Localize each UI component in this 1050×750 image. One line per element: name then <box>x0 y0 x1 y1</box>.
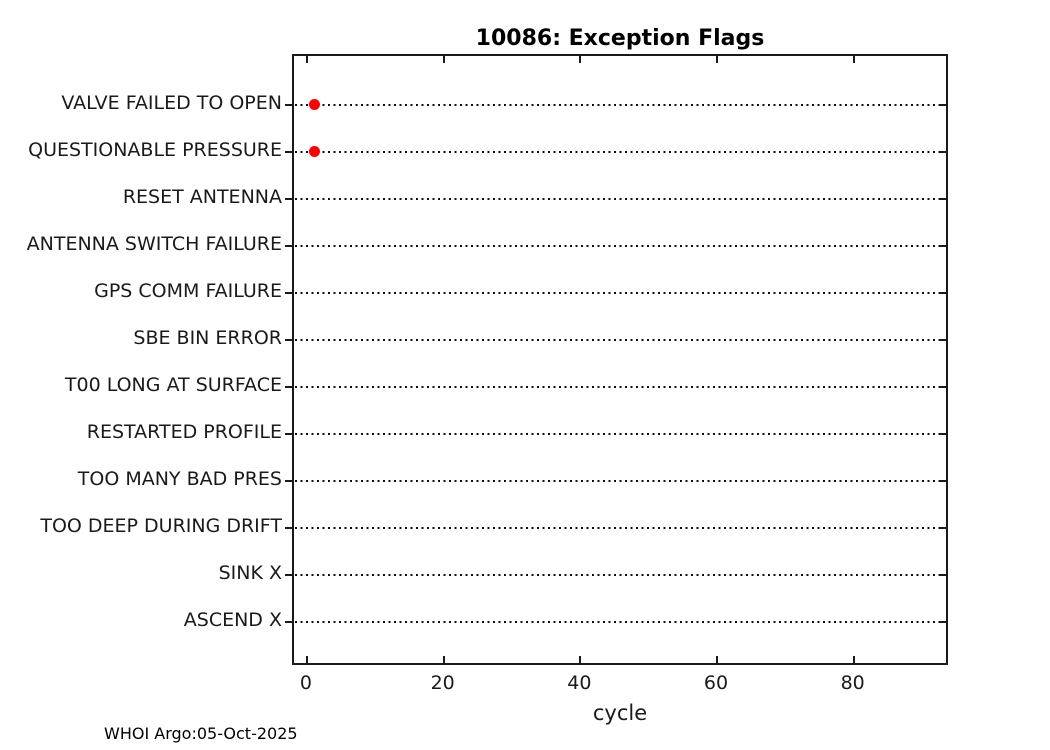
y-category-label: T00 LONG AT SURFACE <box>64 373 282 396</box>
x-axis-tick <box>852 656 855 663</box>
x-tick-label: 80 <box>840 672 865 694</box>
y-axis-tick-mirror <box>939 244 946 247</box>
x-tick-label: 40 <box>567 672 592 694</box>
y-category-label: TOO MANY BAD PRES <box>77 467 282 490</box>
x-axis-tick-mirror <box>305 56 308 63</box>
y-axis-tick-mirror <box>939 338 946 341</box>
dotted-gridline <box>295 432 945 435</box>
y-axis-tick-mirror <box>939 526 946 529</box>
x-axis-tick-mirror <box>442 56 445 63</box>
x-axis-tick <box>579 656 582 663</box>
dotted-gridline <box>295 291 945 294</box>
footer-attribution: WHOI Argo:05-Oct-2025 <box>104 724 298 743</box>
y-axis-tick <box>285 526 292 529</box>
y-axis-tick <box>285 338 292 341</box>
dotted-gridline <box>295 150 945 153</box>
dotted-gridline <box>295 526 945 529</box>
x-axis-tick-mirror <box>579 56 582 63</box>
y-axis-tick <box>285 573 292 576</box>
y-axis-tick-mirror <box>939 385 946 388</box>
y-axis-tick <box>285 432 292 435</box>
dotted-gridline <box>295 103 945 106</box>
y-axis-tick <box>285 291 292 294</box>
y-axis-tick-mirror <box>939 620 946 623</box>
y-axis-tick <box>285 197 292 200</box>
chart-title: 10086: Exception Flags <box>475 26 765 51</box>
y-category-label: RESET ANTENNA <box>122 185 282 208</box>
y-axis-tick-mirror <box>939 432 946 435</box>
dotted-gridline <box>295 573 945 576</box>
data-point-marker <box>309 99 321 110</box>
x-tick-label: 20 <box>430 672 455 694</box>
x-tick-label: 0 <box>299 672 313 694</box>
data-point-marker <box>309 146 321 157</box>
y-axis-tick-mirror <box>939 479 946 482</box>
dotted-gridline <box>295 620 945 623</box>
y-category-label: ANTENNA SWITCH FAILURE <box>26 232 282 255</box>
x-axis-tick-mirror <box>716 56 719 63</box>
y-category-label: SBE BIN ERROR <box>133 326 282 349</box>
dotted-gridline <box>295 385 945 388</box>
y-axis-tick-mirror <box>939 150 946 153</box>
y-category-label: TOO DEEP DURING DRIFT <box>40 514 282 537</box>
y-axis-tick-mirror <box>939 103 946 106</box>
y-axis-tick <box>285 479 292 482</box>
y-axis-tick-mirror <box>939 573 946 576</box>
y-axis-tick <box>285 620 292 623</box>
y-axis-tick-mirror <box>939 197 946 200</box>
y-category-label: RESTARTED PROFILE <box>86 420 282 443</box>
x-axis-tick <box>305 656 308 663</box>
x-axis-title: cycle <box>592 701 648 725</box>
x-tick-label: 60 <box>703 672 729 694</box>
plot-area <box>285 54 948 665</box>
y-category-label: QUESTIONABLE PRESSURE <box>28 138 282 161</box>
dotted-gridline <box>295 479 945 482</box>
y-category-label: GPS COMM FAILURE <box>94 279 282 302</box>
x-axis-tick <box>442 656 445 663</box>
y-axis-tick <box>285 385 292 388</box>
y-category-label: SINK X <box>218 561 282 584</box>
y-category-label: VALVE FAILED TO OPEN <box>61 91 282 114</box>
x-axis-tick-mirror <box>852 56 855 63</box>
y-axis-tick-mirror <box>939 291 946 294</box>
dotted-gridline <box>295 197 945 200</box>
dotted-gridline <box>295 244 945 247</box>
dotted-gridline <box>295 338 945 341</box>
y-axis-tick <box>285 150 292 153</box>
y-axis-tick <box>285 244 292 247</box>
y-category-label: ASCEND X <box>183 608 282 631</box>
y-axis-tick <box>285 103 292 106</box>
x-axis-tick <box>716 656 719 663</box>
